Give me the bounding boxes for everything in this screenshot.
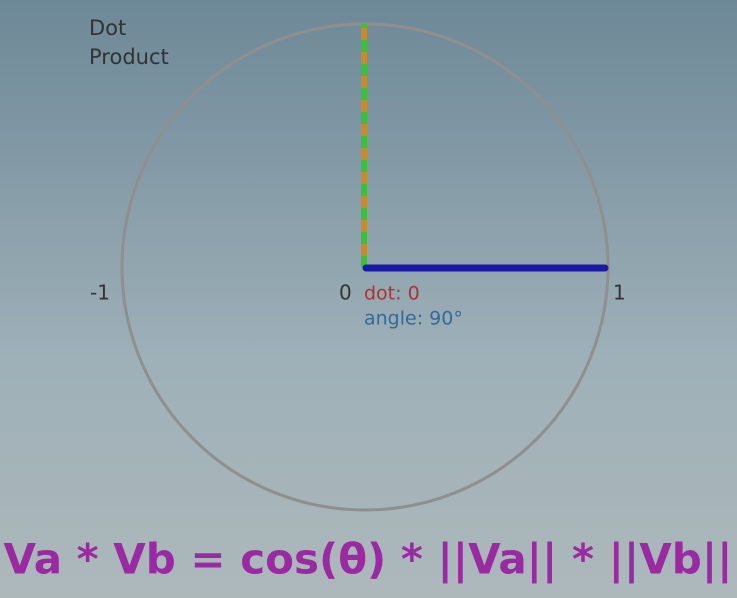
formula: Va * Vb = cos(θ) * ||Va|| * ||Vb|| [3,535,732,584]
axis-label: 1 [613,281,626,305]
axis-label: -1 [90,281,110,305]
angle-readout: angle: 90° [364,308,463,330]
dot-readout: dot: 0 [364,283,420,305]
title-line: Dot [89,16,126,40]
axis-label: 0 [339,281,352,305]
title-line: Product [89,45,169,69]
